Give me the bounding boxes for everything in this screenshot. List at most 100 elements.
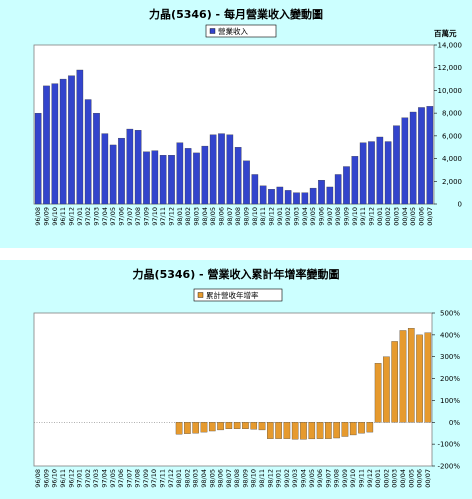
- bar: [126, 128, 134, 205]
- x-tick-label: 97/03: [93, 207, 101, 226]
- x-tick-label: 98/07: [225, 469, 233, 488]
- bar: [291, 422, 299, 440]
- bar: [101, 133, 109, 205]
- x-tick-label: 98/06: [217, 469, 225, 488]
- x-tick-label: 97/01: [76, 207, 84, 226]
- x-tick-label: 99/03: [293, 207, 301, 226]
- bar: [316, 422, 324, 439]
- x-tick-label: 98/09: [241, 469, 249, 488]
- bar: [343, 166, 350, 205]
- chart-title: 力晶(5346) - 每月營業收入變動圖: [149, 7, 323, 21]
- bar: [208, 422, 216, 432]
- bar: [283, 422, 291, 439]
- bar: [93, 112, 100, 205]
- x-tick-label: 97/02: [84, 207, 92, 226]
- x-tick-label: 96/08: [34, 207, 42, 226]
- bar: [209, 134, 217, 205]
- x-tick-label: 00/06: [418, 207, 426, 226]
- y-tick-label: 8,000: [442, 110, 462, 118]
- bar: [258, 422, 266, 431]
- x-tick-label: 99/11: [358, 469, 366, 488]
- y-tick-label: -200%: [437, 463, 460, 471]
- y-tick-label: 300%: [440, 353, 460, 361]
- bar: [334, 174, 342, 205]
- x-tick-label: 97/04: [101, 207, 109, 226]
- x-tick-label: 99/06: [318, 207, 326, 226]
- y-tick-label: 500%: [440, 310, 460, 318]
- x-tick-label: 98/08: [233, 469, 241, 488]
- x-tick-label: 98/12: [266, 469, 274, 488]
- bar: [401, 117, 409, 205]
- x-tick-label: 97/04: [100, 469, 108, 488]
- chart-title: 力晶(5346) - 營業收入累計年增率變動圖: [133, 267, 340, 281]
- x-tick-label: 98/11: [258, 469, 266, 488]
- bar: [284, 190, 292, 205]
- bar: [366, 422, 374, 433]
- x-tick-label: 99/05: [309, 207, 317, 226]
- bar: [349, 422, 357, 436]
- bar: [225, 422, 233, 429]
- bar: [159, 155, 167, 205]
- bar: [233, 422, 241, 429]
- bar: [59, 78, 67, 205]
- bar: [109, 144, 117, 205]
- x-tick-label: 97/08: [134, 469, 142, 488]
- bar: [151, 150, 159, 205]
- x-tick-label: 97/12: [168, 207, 176, 226]
- x-tick-label: 98/03: [193, 207, 201, 226]
- bar: [399, 330, 407, 423]
- bar: [143, 151, 150, 205]
- x-tick-label: 99/10: [349, 469, 357, 488]
- bar: [424, 332, 432, 423]
- plot-area: [33, 44, 435, 205]
- legend-box: [193, 288, 283, 302]
- x-tick-label: 99/09: [341, 469, 349, 488]
- x-tick-label: 97/02: [84, 469, 92, 488]
- y-tick-label: 12,000: [438, 64, 463, 72]
- bar: [84, 99, 92, 205]
- bar: [226, 134, 234, 205]
- x-tick-label: 97/11: [159, 469, 167, 488]
- x-tick-label: 98/03: [192, 469, 200, 488]
- x-tick-label: 99/03: [291, 469, 299, 488]
- legend-box: [205, 24, 277, 38]
- bar: [376, 136, 384, 205]
- bar: [168, 155, 175, 205]
- bar: [176, 142, 184, 205]
- plot-area: [33, 312, 433, 467]
- legend-swatch: [209, 28, 216, 34]
- x-tick-label: 96/11: [59, 469, 67, 488]
- x-tick-label: 98/05: [209, 207, 217, 226]
- bar: [359, 142, 367, 205]
- x-tick-label: 99/02: [283, 469, 291, 488]
- x-tick-label: 96/11: [59, 207, 67, 226]
- bar: [200, 422, 208, 433]
- x-tick-label: 96/08: [34, 469, 42, 488]
- x-tick-label: 00/01: [376, 207, 384, 226]
- unit-label: 百萬元: [434, 28, 457, 38]
- bar: [418, 107, 425, 205]
- bar: [51, 83, 59, 205]
- y-tick-label: 200%: [440, 375, 460, 383]
- x-tick-label: 97/05: [109, 207, 117, 226]
- bar: [333, 422, 340, 439]
- x-tick-label: 97/07: [126, 207, 134, 226]
- x-tick-label: 00/07: [424, 469, 432, 488]
- bar: [308, 422, 316, 440]
- y-tick-label: -100%: [437, 441, 460, 449]
- bar: [326, 186, 334, 205]
- bar: [309, 187, 317, 205]
- bar: [358, 422, 365, 434]
- y-tick-label: 0%: [449, 419, 460, 427]
- bar: [267, 422, 274, 439]
- x-tick-label: 00/04: [399, 469, 407, 488]
- bar: [184, 148, 192, 205]
- y-tick-label: 4,000: [442, 155, 462, 163]
- x-tick-label: 99/01: [276, 207, 284, 226]
- x-tick-label: 99/06: [316, 469, 324, 488]
- bar: [76, 69, 84, 205]
- bar: [293, 192, 300, 205]
- x-tick-label: 98/02: [183, 469, 191, 488]
